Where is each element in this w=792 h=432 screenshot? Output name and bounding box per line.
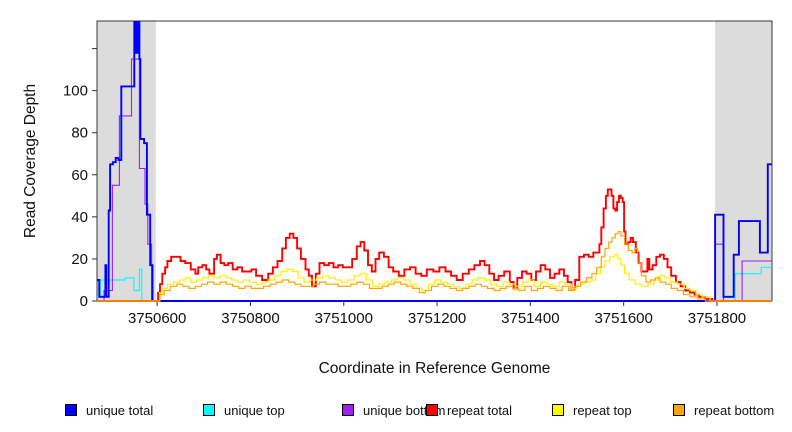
repeat-top-swatch-icon <box>552 404 564 416</box>
y-tick-label: 0 <box>80 293 88 310</box>
legend-label: unique top <box>224 402 285 418</box>
x-tick-label: 3751600 <box>594 310 652 327</box>
x-axis-title: Coordinate in Reference Genome <box>318 360 551 377</box>
x-tick-label: 3751000 <box>315 310 373 327</box>
legend-item-unique-bottom: unique bottom <box>342 402 445 418</box>
legend-item-repeat-total: repeat total <box>426 402 512 418</box>
shaded-region <box>715 21 772 301</box>
legend-item-repeat-bottom: repeat bottom <box>673 402 774 418</box>
series-unique-total <box>97 21 772 302</box>
x-tick-label: 3750600 <box>128 310 186 327</box>
plot-border <box>96 20 773 302</box>
legend-label: repeat bottom <box>694 402 775 418</box>
series-repeat-bottom <box>97 231 772 302</box>
unique-total-swatch-icon <box>65 404 77 416</box>
y-tick-label: 60 <box>71 167 88 184</box>
unique-top-swatch-icon <box>203 404 215 416</box>
x-tick-label: 3751800 <box>688 310 746 327</box>
legend-label: repeat top <box>573 402 632 418</box>
y-tick-label: 40 <box>71 209 88 226</box>
legend-label: unique bottom <box>363 402 446 418</box>
series-unique-top <box>97 266 772 302</box>
unique-bottom-swatch-icon <box>342 404 354 416</box>
legend-item-repeat-top: repeat top <box>552 402 632 418</box>
repeat-bottom-swatch-icon <box>673 404 685 416</box>
repeat-total-swatch-icon <box>426 404 438 416</box>
legend-label: unique total <box>86 402 154 418</box>
series-repeat-top <box>97 254 772 302</box>
x-tick-label: 3751400 <box>501 310 559 327</box>
y-tick-label: 80 <box>71 125 88 142</box>
legend-label: repeat total <box>447 402 513 418</box>
x-tick-label: 3751200 <box>408 310 466 327</box>
legend-item-unique-total: unique total <box>65 402 153 418</box>
y-tick-label: 20 <box>71 251 88 268</box>
y-axis-title: Read Coverage Depth <box>22 83 39 239</box>
y-tick-label: 100 <box>63 83 88 100</box>
legend-item-unique-top: unique top <box>203 402 285 418</box>
x-tick-label: 3750800 <box>221 310 279 327</box>
series-unique-bottom <box>97 58 772 302</box>
